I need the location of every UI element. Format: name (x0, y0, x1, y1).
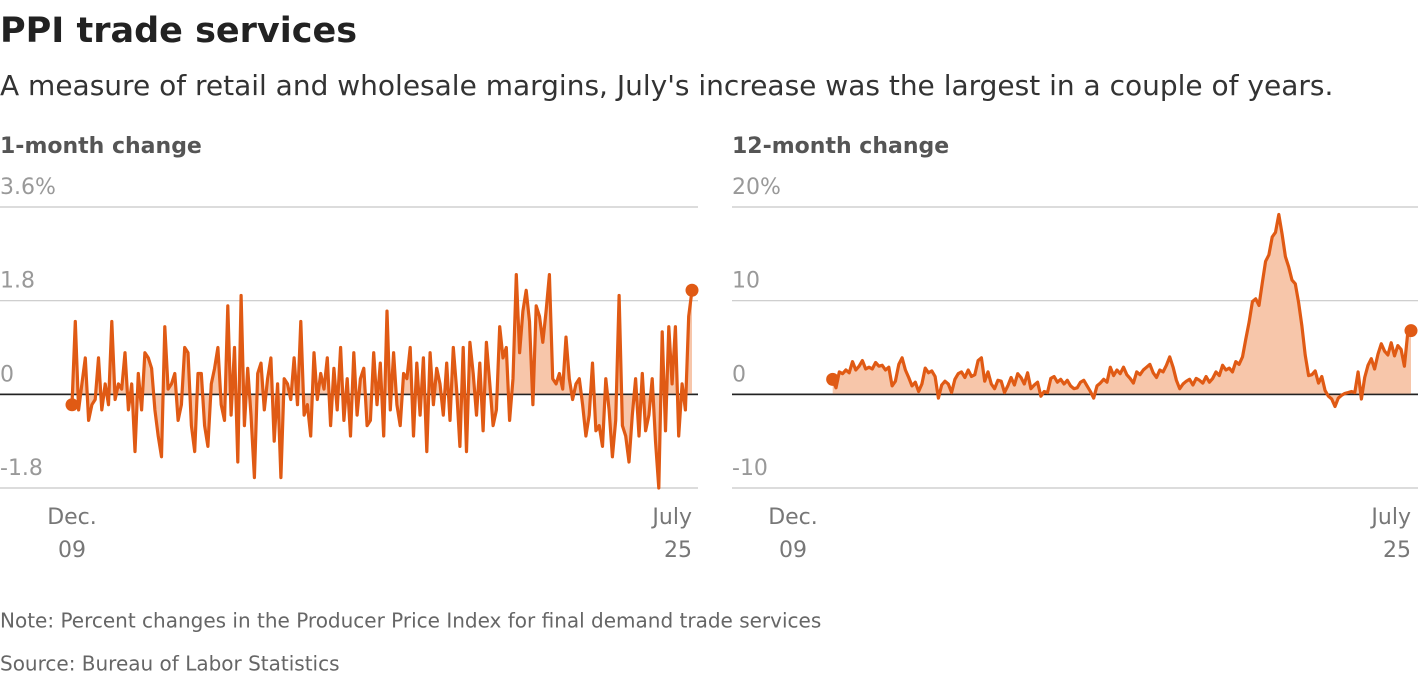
chart-subtitle: A measure of retail and wholesale margin… (0, 69, 1333, 102)
source: Source: Bureau of Labor Statistics (0, 652, 340, 676)
note: Note: Percent changes in the Producer Pr… (0, 609, 821, 633)
area-fill (832, 214, 1411, 407)
end-dot (65, 398, 79, 412)
y-tick-label: 0 (0, 362, 14, 387)
y-tick-label: -10 (732, 456, 768, 481)
x-tick-label: Dec. 09 (47, 505, 97, 563)
end-dot (826, 372, 840, 386)
line (70, 273, 694, 490)
x-tick-label: Dec. 09 (768, 505, 818, 563)
end-dot (685, 283, 699, 297)
y-tick-label: 3.6% (0, 175, 56, 200)
y-tick-label: -1.8 (0, 456, 43, 481)
y-tick-label: 1.8 (0, 269, 35, 294)
x-tick-label: July 25 (650, 505, 692, 563)
chart-title: PPI trade services (0, 11, 357, 51)
y-tick-label: 10 (732, 269, 760, 294)
panel-title: 1-month change (0, 134, 202, 159)
end-dot (1404, 324, 1418, 338)
y-tick-label: 20% (732, 175, 781, 200)
y-tick-label: 0 (732, 362, 746, 387)
panel-title: 12-month change (732, 134, 949, 159)
x-tick-label: July 25 (1369, 505, 1411, 563)
line (831, 212, 1413, 409)
